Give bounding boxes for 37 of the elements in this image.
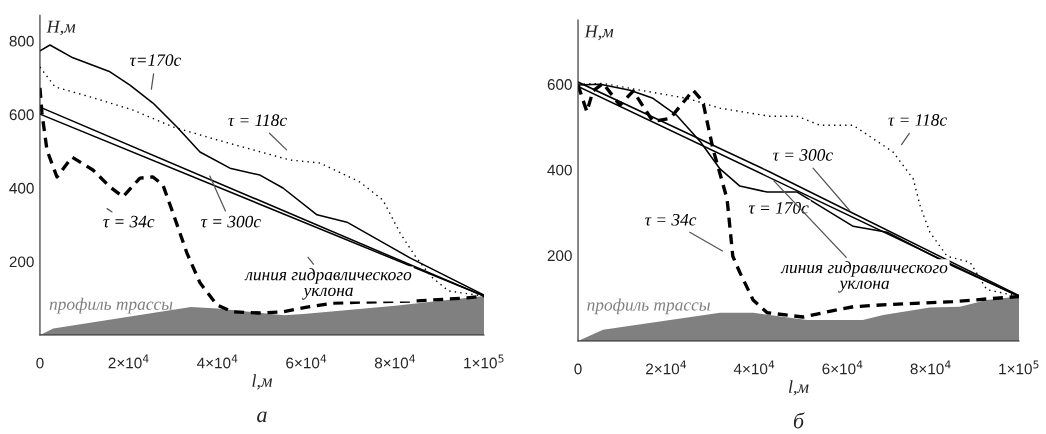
y-tick-label: 400 xyxy=(547,164,572,176)
y-tick-label: 600 xyxy=(9,109,34,121)
series-label: τ = 300c xyxy=(201,215,261,228)
series-label: τ = 118c xyxy=(228,114,287,127)
x-axis-title: l,м xyxy=(252,374,273,390)
series-label: τ = 34c xyxy=(645,213,697,226)
text: а xyxy=(257,411,267,423)
series-label: профиль трассы xyxy=(49,297,173,314)
series-label: профиль трассы xyxy=(587,298,710,315)
y-tick-label: 400 xyxy=(9,182,34,194)
x-tick-label: 6×10$^{4}$ xyxy=(822,360,863,375)
x-tick-label: 8×10$^{4}$ xyxy=(910,360,951,375)
series-label: τ=170c xyxy=(129,54,182,66)
series-label: линия гидравлического уклона xyxy=(244,268,412,300)
y-axis-title: H,м xyxy=(46,20,76,36)
x-tick-label: 4×10$^{4}$ xyxy=(733,360,775,375)
x-tick-label: 1×10$^{5}$ xyxy=(464,354,504,369)
x-tick-label: 2×10$^{4}$ xyxy=(108,354,149,369)
x-tick-label: 8×10$^{4}$ xyxy=(374,354,416,369)
y-axis-title: H,м xyxy=(584,25,614,41)
x-axis-title: l,м xyxy=(788,380,809,396)
x-tick-label: 4×10$^{4}$ xyxy=(196,354,238,369)
x-tick-label: 0 xyxy=(574,363,582,375)
text: б xyxy=(793,412,805,429)
y-tick-label: 600 xyxy=(547,79,572,90)
series-label: τ = 34c xyxy=(103,215,155,228)
y-tick-label: 800 xyxy=(9,35,34,47)
x-tick-label: 2×10$^{4}$ xyxy=(646,360,687,375)
y-tick-label: 200 xyxy=(547,250,572,262)
x-tick-label: 1×10$^{5}$ xyxy=(999,360,1039,375)
series-label: линия гидравлического уклона xyxy=(780,261,948,293)
series-label: τ = 300c xyxy=(773,149,833,161)
y-tick-label: 200 xyxy=(9,256,34,268)
x-tick-label: 0 xyxy=(36,357,44,369)
series-label: τ = 170c xyxy=(748,202,809,214)
series-label: τ = 118c xyxy=(888,114,947,126)
x-tick-label: 6×10$^{4}$ xyxy=(286,354,327,369)
